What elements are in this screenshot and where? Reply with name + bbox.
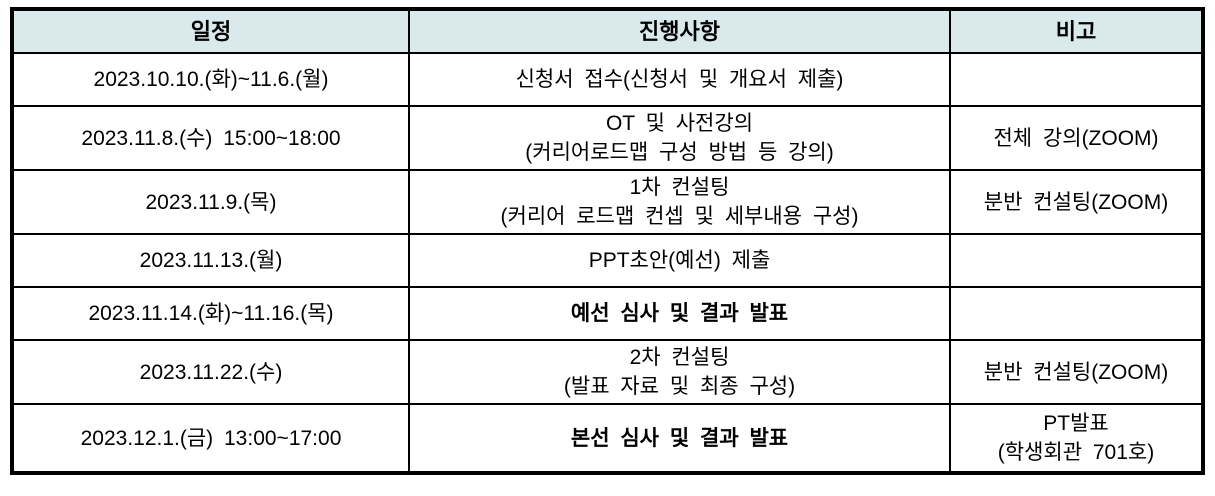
cell-progress: 본선 심사 및 결과 발표	[408, 403, 951, 474]
cell-progress: 예선 심사 및 결과 발표	[408, 286, 951, 341]
cell-note: 분반 컨설팅(ZOOM)	[949, 169, 1204, 235]
cell-note	[949, 233, 1204, 288]
table-row: 2023.11.9.(목) 1차 컨설팅 (커리어 로드맵 컨셉 및 세부내용 …	[11, 169, 1204, 235]
table-row: 2023.12.1.(금) 13:00~17:00 본선 심사 및 결과 발표 …	[11, 403, 1204, 474]
cell-note: 분반 컨설팅(ZOOM)	[949, 339, 1204, 405]
cell-schedule: 2023.11.14.(화)~11.16.(목)	[11, 286, 410, 341]
table-row: 2023.11.14.(화)~11.16.(목) 예선 심사 및 결과 발표	[11, 286, 1204, 341]
cell-schedule: 2023.10.10.(화)~11.6.(월)	[11, 52, 410, 107]
table-header: 일정 진행사항 비고	[11, 8, 1204, 54]
cell-schedule: 2023.12.1.(금) 13:00~17:00	[11, 403, 410, 474]
table-row: 2023.11.8.(수) 15:00~18:00 OT 및 사전강의 (커리어…	[11, 105, 1204, 171]
cell-schedule: 2023.11.9.(목)	[11, 169, 410, 235]
header-progress: 진행사항	[408, 8, 951, 54]
table-row: 2023.11.13.(월) PPT초안(예선) 제출	[11, 233, 1204, 288]
cell-schedule: 2023.11.22.(수)	[11, 339, 410, 405]
table-row: 2023.11.22.(수) 2차 컨설팅 (발표 자료 및 최종 구성) 분반…	[11, 339, 1204, 405]
cell-progress: 2차 컨설팅 (발표 자료 및 최종 구성)	[408, 339, 951, 405]
cell-note: PT발표 (학생회관 701호)	[949, 403, 1204, 474]
table-body: 2023.10.10.(화)~11.6.(월) 신청서 접수(신청서 및 개요서…	[11, 52, 1204, 474]
header-row: 일정 진행사항 비고	[11, 8, 1204, 54]
cell-note	[949, 52, 1204, 107]
cell-schedule: 2023.11.13.(월)	[11, 233, 410, 288]
header-schedule: 일정	[11, 8, 410, 54]
cell-note	[949, 286, 1204, 341]
cell-progress: 신청서 접수(신청서 및 개요서 제출)	[408, 52, 951, 107]
cell-progress: PPT초안(예선) 제출	[408, 233, 951, 288]
header-note: 비고	[949, 8, 1204, 54]
table-row: 2023.10.10.(화)~11.6.(월) 신청서 접수(신청서 및 개요서…	[11, 52, 1204, 107]
cell-progress: OT 및 사전강의 (커리어로드맵 구성 방법 등 강의)	[408, 105, 951, 171]
schedule-table: 일정 진행사항 비고 2023.10.10.(화)~11.6.(월) 신청서 접…	[10, 7, 1205, 475]
cell-note: 전체 강의(ZOOM)	[949, 105, 1204, 171]
cell-progress: 1차 컨설팅 (커리어 로드맵 컨셉 및 세부내용 구성)	[408, 169, 951, 235]
cell-schedule: 2023.11.8.(수) 15:00~18:00	[11, 105, 410, 171]
